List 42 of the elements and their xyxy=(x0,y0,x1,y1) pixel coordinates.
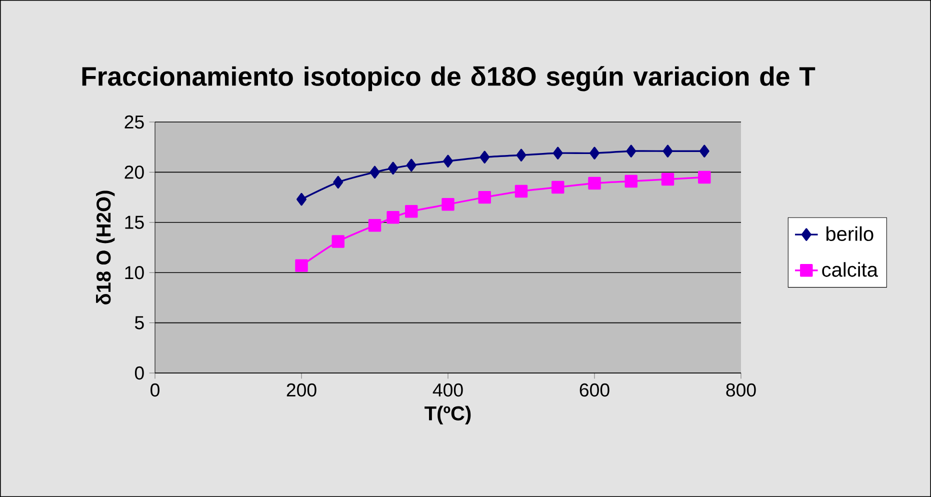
point xyxy=(333,176,344,189)
y-tick-label: 0 xyxy=(134,366,144,380)
point xyxy=(588,176,601,190)
y-tick-label: 15 xyxy=(125,216,144,229)
point xyxy=(514,184,528,198)
point xyxy=(480,150,490,164)
point xyxy=(295,259,308,272)
point xyxy=(661,172,674,186)
point xyxy=(370,166,380,179)
x-tick-label: 400 xyxy=(432,383,463,397)
point xyxy=(552,146,563,160)
y-tick-label: 5 xyxy=(134,316,144,330)
x-tick-label: 600 xyxy=(580,383,610,397)
y-tick-label: 10 xyxy=(125,266,144,280)
x-tick-label: 200 xyxy=(286,383,316,397)
chart-title: Fraccionamiento isotopico de δ18O según variacion de T xyxy=(82,66,816,92)
x-tick-label: 800 xyxy=(726,383,756,397)
point xyxy=(699,144,710,158)
x-tick-label: 0 xyxy=(150,383,160,397)
point xyxy=(590,146,600,160)
point xyxy=(478,190,491,204)
point xyxy=(443,154,453,168)
point xyxy=(516,148,526,162)
y-tick-label: 25 xyxy=(124,115,144,129)
x-axis-title: T(ºC) xyxy=(424,406,471,424)
y-tick-label: 20 xyxy=(124,166,144,179)
point xyxy=(698,170,711,184)
legend-label: berilo xyxy=(826,226,874,241)
point xyxy=(662,144,673,158)
y-axis-title: δ18 O (H2O) xyxy=(96,190,115,304)
point xyxy=(388,162,398,175)
point xyxy=(386,211,400,224)
legend-label: calcita xyxy=(822,262,878,277)
point xyxy=(332,235,344,248)
point xyxy=(552,180,564,194)
point xyxy=(442,198,454,211)
point xyxy=(626,144,636,158)
point xyxy=(368,219,382,232)
point xyxy=(406,158,416,172)
point xyxy=(296,192,306,206)
point xyxy=(624,174,638,188)
point xyxy=(405,204,418,218)
